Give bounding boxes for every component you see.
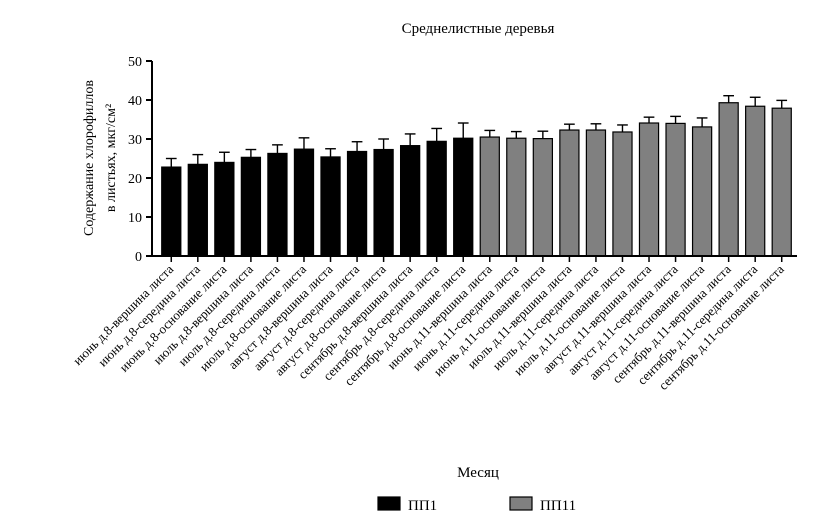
bar bbox=[585, 129, 607, 257]
bar bbox=[771, 107, 792, 257]
y-tick-label: 10 bbox=[128, 211, 142, 226]
y-axis: 0 10 20 30 40 50 bbox=[128, 55, 153, 265]
bar bbox=[745, 105, 766, 257]
legend-label: ПП11 bbox=[540, 498, 576, 514]
bar bbox=[532, 138, 554, 257]
legend-swatch bbox=[377, 496, 401, 511]
chart-title: Среднелистные деревья bbox=[402, 21, 555, 37]
bar bbox=[612, 131, 633, 257]
legend-label: ПП1 bbox=[408, 498, 437, 514]
bar bbox=[373, 148, 394, 257]
y-tick-label: 30 bbox=[128, 133, 142, 148]
y-tick-label: 50 bbox=[128, 55, 142, 70]
bar bbox=[426, 140, 447, 257]
y-tick-label: 20 bbox=[128, 172, 142, 187]
bar bbox=[267, 152, 288, 257]
bar bbox=[506, 137, 527, 257]
x-axis-label: Месяц bbox=[457, 465, 499, 481]
bar bbox=[691, 126, 713, 257]
bar bbox=[399, 145, 421, 257]
legend-swatch bbox=[509, 496, 533, 511]
bar bbox=[161, 166, 182, 257]
bar bbox=[346, 150, 368, 257]
bar bbox=[240, 156, 262, 257]
bar bbox=[665, 122, 686, 257]
bar bbox=[559, 129, 580, 257]
bars bbox=[161, 95, 792, 257]
legend: ПП1 ПП11 bbox=[377, 496, 576, 514]
bar bbox=[293, 148, 315, 257]
bar bbox=[479, 136, 500, 257]
bar bbox=[453, 137, 474, 257]
y-axis-label-line1: Содержание хлорофиллов bbox=[82, 80, 97, 236]
bar bbox=[718, 102, 739, 257]
y-tick-label: 40 bbox=[128, 94, 142, 109]
bar bbox=[320, 156, 341, 257]
bar bbox=[638, 122, 660, 257]
bar bbox=[214, 161, 235, 257]
y-tick-label: 0 bbox=[135, 250, 142, 265]
bar bbox=[187, 163, 208, 257]
y-axis-label-line2: в листьях, мкг/см² bbox=[104, 104, 119, 212]
